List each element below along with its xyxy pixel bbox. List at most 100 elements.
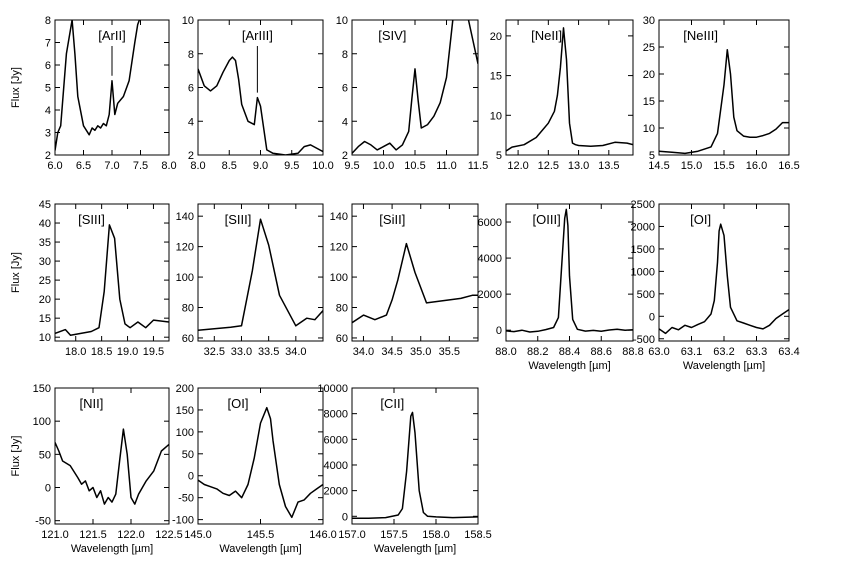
y-tick-label: 2 bbox=[342, 150, 348, 162]
x-tick-label: 11.5 bbox=[468, 160, 489, 172]
x-tick-label: 122.5 bbox=[155, 529, 183, 541]
y-tick-label: 8000 bbox=[324, 409, 348, 421]
y-tick-label: 6000 bbox=[324, 434, 348, 446]
y-tick-label: 100 bbox=[176, 427, 194, 439]
y-tick-label: 500 bbox=[637, 289, 655, 301]
y-tick-label: 60 bbox=[336, 333, 348, 345]
spectrum-line bbox=[198, 56, 323, 155]
spectrum-line bbox=[198, 218, 323, 332]
x-tick-label: 122.0 bbox=[117, 529, 145, 541]
x-tick-label: 8.5 bbox=[222, 160, 237, 172]
panel-11: 121.0 121.5 122.0 122.5 -50 0 50 100 150 [NII] Flu… bbox=[10, 383, 183, 555]
x-tick-label: 88.6 bbox=[591, 346, 612, 358]
y-tick-label: 8 bbox=[342, 49, 348, 61]
y-tick-label: 2 bbox=[188, 150, 194, 162]
y-tick-label: 15 bbox=[643, 96, 655, 108]
spectrum-line bbox=[55, 428, 169, 505]
y-tick-label: 5 bbox=[496, 150, 502, 162]
y-tick-label: 5 bbox=[649, 150, 655, 162]
x-tick-label: 9.0 bbox=[253, 160, 268, 172]
y-tick-label: 7 bbox=[45, 38, 51, 50]
y-tick-label: 120 bbox=[330, 242, 348, 254]
plot-frame bbox=[351, 387, 479, 525]
x-tick-label: 6.5 bbox=[76, 160, 91, 172]
y-tick-label: 0 bbox=[649, 311, 655, 323]
y-tick-label: 20 bbox=[39, 294, 51, 306]
line-id-label: [OI] bbox=[690, 212, 711, 227]
y-tick-label: 100 bbox=[33, 416, 51, 428]
y-tick-label: 4000 bbox=[478, 253, 502, 265]
y-tick-label: -50 bbox=[35, 516, 51, 528]
x-tick-label: 19.5 bbox=[143, 346, 164, 358]
y-tick-label: 6 bbox=[342, 83, 348, 95]
plot-frame bbox=[505, 19, 634, 156]
x-tick-label: 16.5 bbox=[778, 160, 799, 172]
y-tick-label: 45 bbox=[39, 199, 51, 211]
x-tick-label: 146.0 bbox=[309, 529, 337, 541]
x-tick-label: 18.5 bbox=[91, 346, 112, 358]
x-tick-label: 16.0 bbox=[746, 160, 767, 172]
y-tick-label: 140 bbox=[330, 211, 348, 223]
x-axis-title: Wavelength [µm] bbox=[71, 543, 153, 555]
plot-frame bbox=[197, 387, 324, 525]
y-tick-label: 80 bbox=[182, 303, 194, 315]
x-tick-label: 6.0 bbox=[47, 160, 62, 172]
y-tick-label: 3 bbox=[45, 128, 51, 140]
line-id-label: [ArII] bbox=[98, 28, 125, 43]
plot-frame bbox=[351, 19, 479, 156]
x-tick-label: 158.5 bbox=[464, 529, 492, 541]
x-tick-label: 12.5 bbox=[538, 160, 559, 172]
x-tick-label: 88.8 bbox=[622, 346, 643, 358]
panel-3: 9.5 10.0 10.5 11.0 11.5 2 4 6 8 10 [SIV] bbox=[336, 15, 489, 172]
y-tick-label: 50 bbox=[182, 449, 194, 461]
x-tick-label: 88.0 bbox=[495, 346, 516, 358]
x-tick-label: 15.5 bbox=[713, 160, 734, 172]
x-tick-label: 34.0 bbox=[353, 346, 374, 358]
x-tick-label: 15.0 bbox=[681, 160, 702, 172]
panel-1: 6.0 6.5 7.0 7.5 8.0 2 3 4 5 6 7 8 [ArII] Flux [Jy] bbox=[10, 15, 177, 172]
y-tick-label: 80 bbox=[336, 303, 348, 315]
spectrum-line bbox=[352, 242, 478, 324]
y-tick-label: 200 bbox=[176, 383, 194, 395]
x-tick-label: 10.5 bbox=[404, 160, 425, 172]
y-tick-label: -500 bbox=[633, 334, 655, 346]
plot-frame bbox=[54, 387, 170, 525]
x-tick-label: 10.0 bbox=[373, 160, 394, 172]
x-tick-label: 158.0 bbox=[422, 529, 450, 541]
y-tick-label: 2000 bbox=[324, 486, 348, 498]
panel-10: 63.0 63.1 63.2 63.3 63.4 -500 0 500 1000 1500 2000… bbox=[631, 199, 800, 372]
x-tick-label: 13.0 bbox=[568, 160, 589, 172]
x-tick-label: 13.5 bbox=[598, 160, 619, 172]
x-axis-title: Wavelength [µm] bbox=[528, 360, 610, 372]
panel-5: 14.5 15.0 15.5 16.0 16.5 5 10 15 20 25 30 [NeIII] bbox=[643, 15, 800, 172]
y-tick-label: 100 bbox=[330, 272, 348, 284]
y-tick-label: 50 bbox=[39, 449, 51, 461]
line-id-label: [NeIII] bbox=[683, 28, 718, 43]
line-id-label: [SiII] bbox=[379, 212, 405, 227]
y-tick-label: 10000 bbox=[317, 383, 348, 395]
spectrum-line bbox=[352, 20, 478, 154]
spectrum-line bbox=[352, 411, 478, 519]
y-tick-label: 1000 bbox=[631, 266, 655, 278]
x-tick-label: 11.0 bbox=[436, 160, 457, 172]
y-tick-label: 140 bbox=[176, 211, 194, 223]
x-tick-label: 33.5 bbox=[258, 346, 279, 358]
x-tick-label: 34.0 bbox=[285, 346, 306, 358]
line-id-label: [ArIII] bbox=[242, 28, 273, 43]
spectrum-line bbox=[506, 27, 633, 152]
y-tick-label: -100 bbox=[172, 515, 194, 527]
y-tick-label: 10 bbox=[643, 123, 655, 135]
y-tick-label: 30 bbox=[643, 15, 655, 27]
x-tick-label: 63.4 bbox=[778, 346, 799, 358]
x-tick-label: 10.0 bbox=[312, 160, 333, 172]
line-id-label: [NeII] bbox=[531, 28, 562, 43]
y-tick-label: 4000 bbox=[324, 460, 348, 472]
x-tick-label: 19.0 bbox=[117, 346, 138, 358]
x-tick-label: 9.5 bbox=[284, 160, 299, 172]
y-tick-label: 40 bbox=[39, 218, 51, 230]
y-tick-label: 6 bbox=[45, 60, 51, 72]
spectrum-line bbox=[198, 406, 323, 519]
x-tick-label: 32.5 bbox=[204, 346, 225, 358]
y-tick-label: 4 bbox=[188, 116, 194, 128]
panel-7: 32.5 33.0 33.5 34.0 60 80 100 120 140 [SIII] bbox=[176, 203, 324, 358]
